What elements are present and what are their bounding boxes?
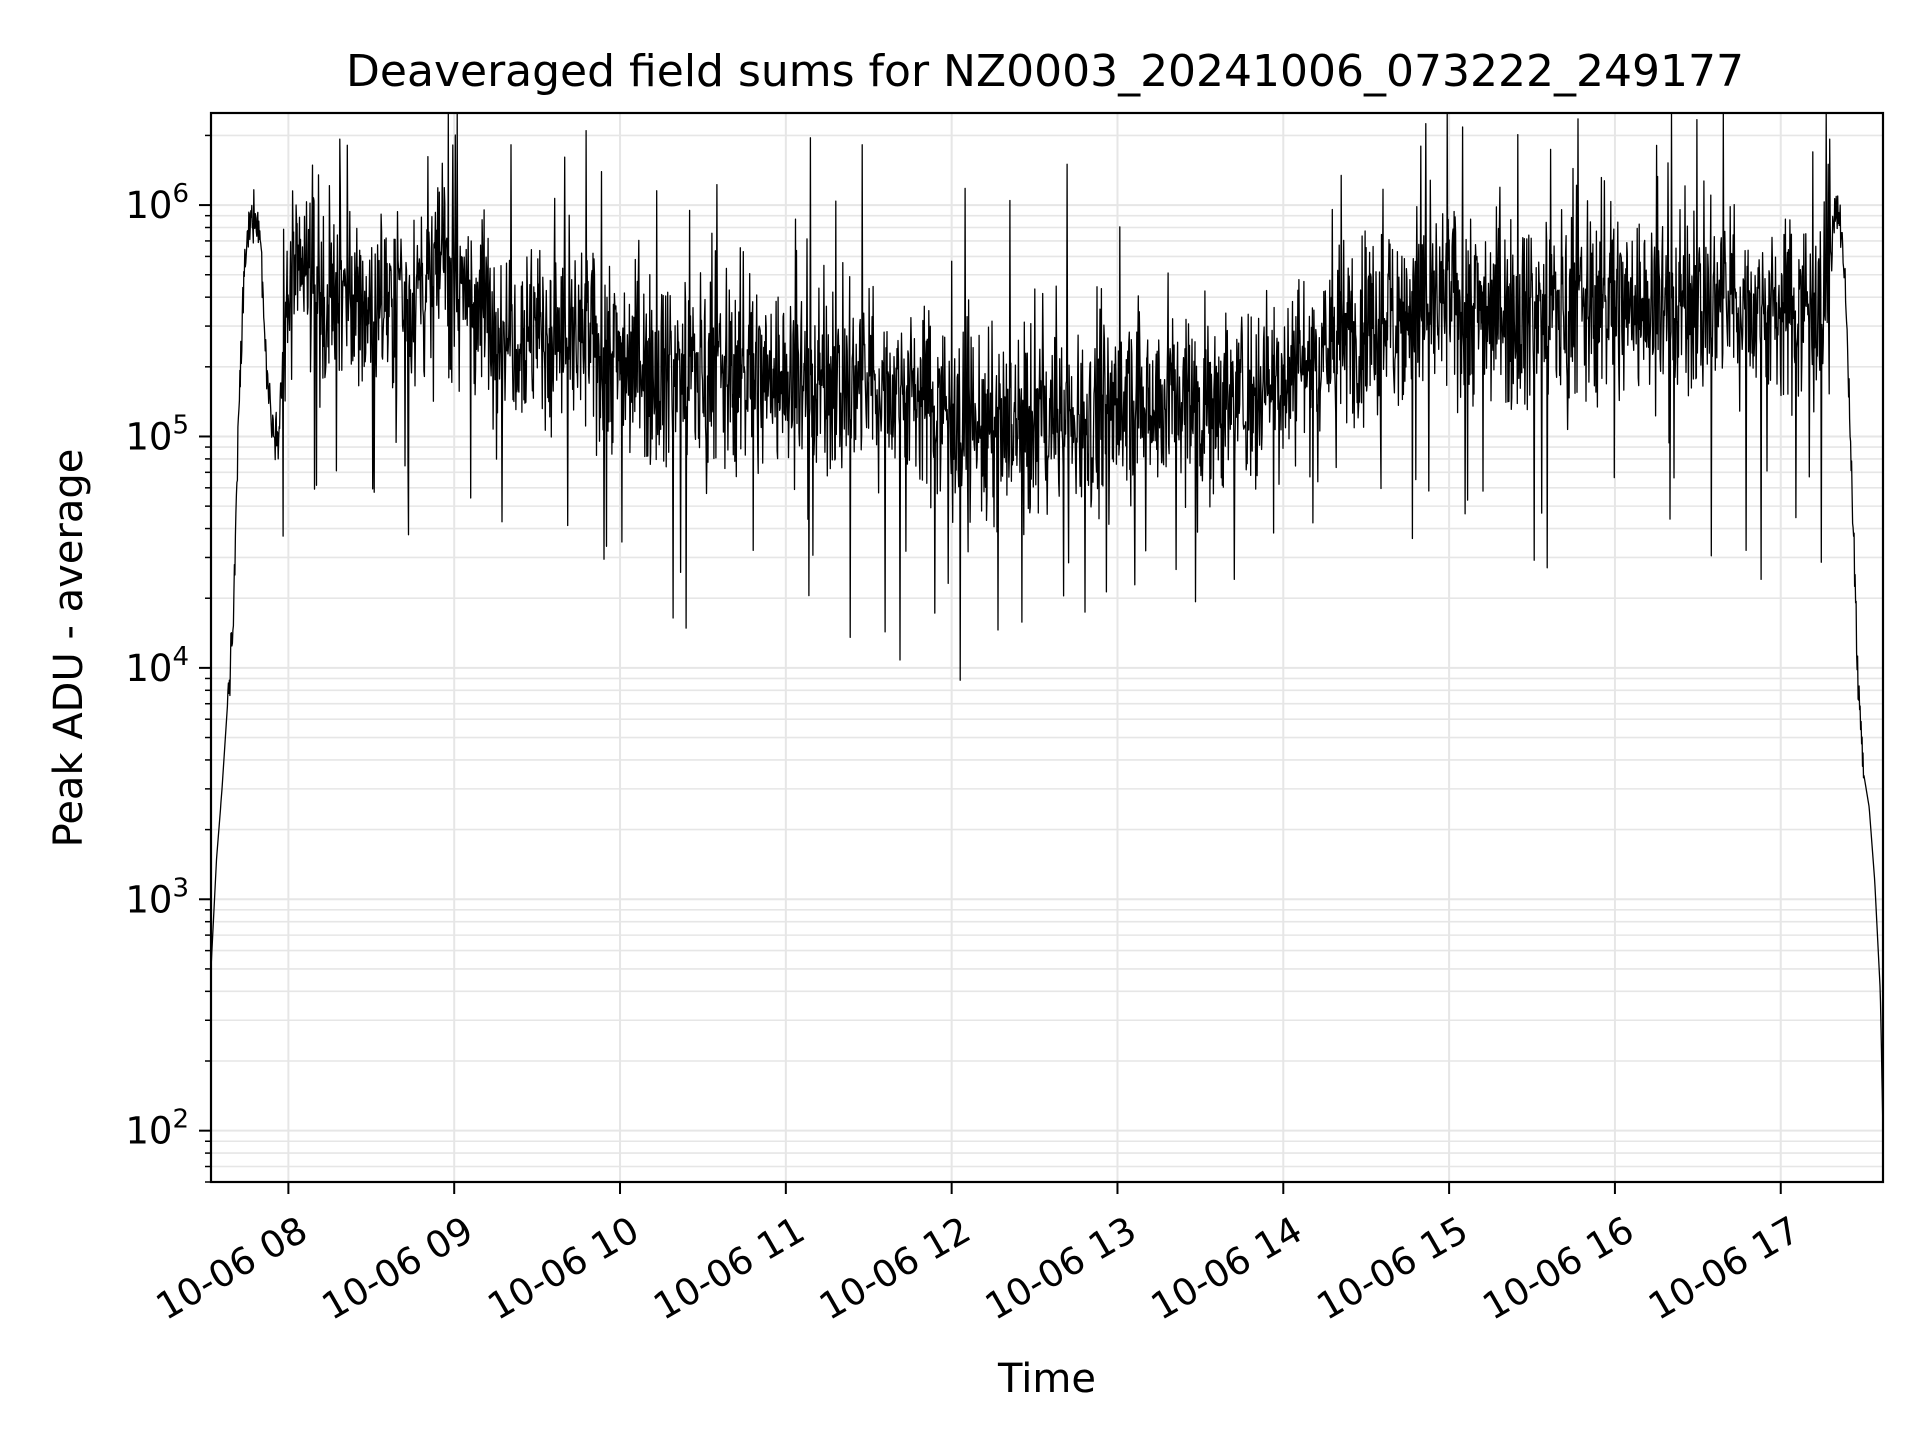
y-axis-label: Peak ADU - average [46, 449, 92, 848]
x-tick-label: 10-06 10 [481, 1208, 647, 1328]
plot-frame [209, 111, 1885, 1184]
x-tick-label: 10-06 11 [646, 1208, 812, 1328]
x-tick-label: 10-06 09 [315, 1208, 481, 1328]
y-tick-label: 105 [125, 410, 189, 458]
x-tick-label: 10-06 16 [1475, 1208, 1641, 1328]
chart-title: Deaveraged field sums for NZ0003_2024100… [346, 46, 1744, 97]
series-line [210, 112, 1884, 1128]
x-tick-label: 10-06 13 [978, 1208, 1144, 1328]
y-axis: 102 103 104 105 106 [125, 134, 211, 1183]
x-tick-label: 10-06 08 [149, 1208, 315, 1328]
x-tick-label: 10-06 15 [1310, 1208, 1476, 1328]
x-axis-label: Time [997, 1356, 1096, 1402]
x-tick-label: 10-06 17 [1641, 1208, 1807, 1328]
y-tick-label: 102 [125, 1105, 189, 1153]
y-tick-label: 106 [125, 179, 189, 227]
y-tick-label: 104 [125, 642, 189, 690]
x-axis: 10-06 08 10-06 09 10-06 10 10-06 11 10-06 12… [149, 1182, 1807, 1329]
x-tick-label: 10-06 12 [812, 1208, 978, 1328]
line-layer [210, 112, 1884, 1128]
y-tick-label: 103 [125, 873, 189, 921]
x-tick-label: 10-06 14 [1144, 1208, 1310, 1328]
